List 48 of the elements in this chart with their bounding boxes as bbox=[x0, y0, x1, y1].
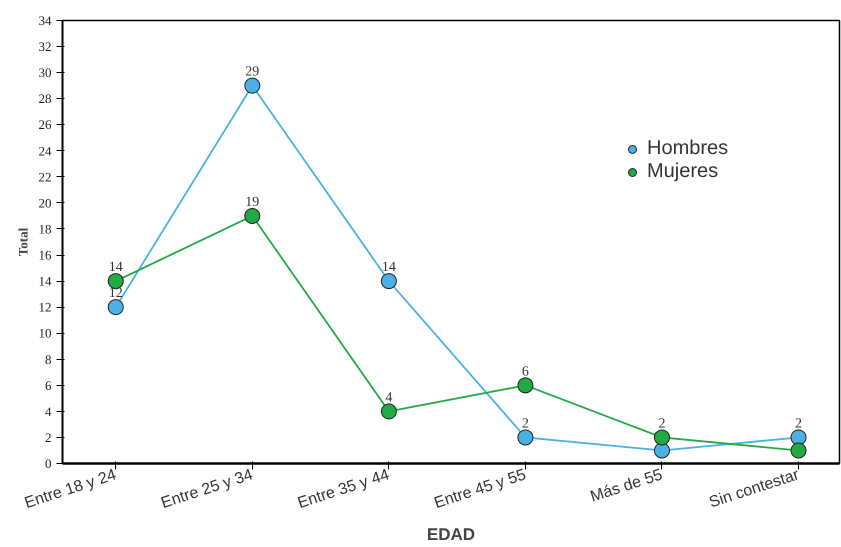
x-tick-label: Entre 25 y 34 bbox=[159, 466, 256, 512]
y-tick-label: 34 bbox=[38, 13, 52, 28]
data-label: 6 bbox=[522, 364, 529, 380]
point bbox=[654, 442, 670, 458]
y-tick-label: 28 bbox=[38, 91, 52, 106]
y-tick-label: 14 bbox=[38, 274, 52, 289]
point bbox=[380, 273, 397, 290]
point bbox=[654, 429, 670, 446]
y-axis-title: Total bbox=[16, 227, 30, 256]
x-axis-title: EDAD bbox=[426, 525, 476, 544]
point bbox=[790, 442, 807, 458]
point bbox=[244, 78, 260, 94]
x-tick-label: Más de 55 bbox=[588, 466, 665, 506]
data-label: 29 bbox=[245, 64, 260, 80]
data-label: 12 bbox=[108, 286, 123, 302]
data-label: 4 bbox=[385, 390, 392, 406]
y-tick-label: 8 bbox=[45, 352, 52, 367]
data-label: 2 bbox=[795, 416, 802, 432]
x-tick-label: Entre 45 y 55 bbox=[432, 466, 528, 512]
y-tick-label: 4 bbox=[45, 404, 52, 419]
data-label: 19 bbox=[245, 194, 260, 210]
y-tick-label: 26 bbox=[38, 117, 52, 132]
point bbox=[380, 403, 397, 420]
point bbox=[108, 273, 124, 290]
data-label: 2 bbox=[522, 416, 529, 432]
point bbox=[517, 377, 534, 394]
point bbox=[244, 208, 260, 224]
point bbox=[108, 299, 124, 316]
point bbox=[517, 429, 534, 446]
y-tick-label: 30 bbox=[38, 65, 52, 80]
y-tick-label: 32 bbox=[38, 39, 52, 54]
x-tick-label: Entre 35 y 44 bbox=[296, 466, 392, 512]
data-label: 14 bbox=[108, 260, 123, 276]
y-tick-label: 16 bbox=[38, 248, 52, 263]
y-tick-label: 10 bbox=[38, 326, 52, 341]
point bbox=[790, 429, 807, 446]
y-tick-label: 20 bbox=[38, 195, 52, 210]
legend-label: Mujeres bbox=[647, 160, 718, 183]
y-tick-label: 6 bbox=[45, 378, 52, 393]
y-tick-label: 0 bbox=[45, 456, 52, 471]
y-tick-label: 18 bbox=[38, 221, 52, 236]
y-tick-label: 12 bbox=[38, 300, 52, 315]
y-tick-label: 24 bbox=[38, 143, 52, 158]
y-tick-label: 22 bbox=[38, 169, 52, 184]
data-label: 2 bbox=[658, 416, 666, 432]
legend-label: Hombres bbox=[647, 137, 728, 160]
data-label: 14 bbox=[382, 260, 396, 276]
y-tick-label: 2 bbox=[45, 430, 52, 445]
